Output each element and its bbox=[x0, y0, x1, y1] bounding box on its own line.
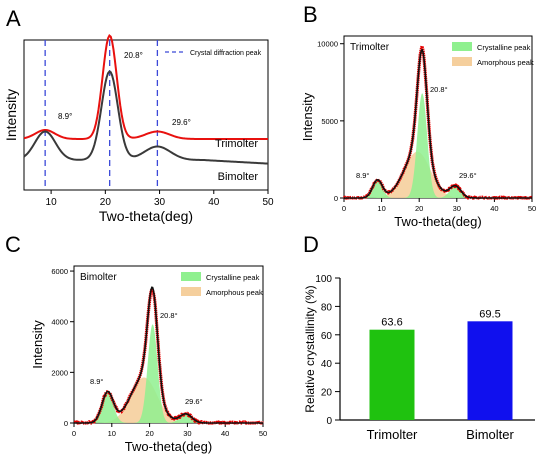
x-tick-label: 30 bbox=[154, 197, 166, 208]
y-tick-label: 6000 bbox=[51, 267, 68, 276]
y-tick-label: 60 bbox=[321, 331, 333, 342]
x-tick-label: 20 bbox=[415, 204, 423, 213]
x-tick-label: 0 bbox=[342, 204, 346, 213]
bar-trimolter bbox=[369, 329, 415, 420]
peak-annotation: 29.6° bbox=[459, 171, 477, 180]
panel-label: B bbox=[303, 2, 318, 27]
fit-line bbox=[344, 48, 532, 199]
y-axis-label: Intensity bbox=[30, 320, 45, 369]
panel-title: Trimolter bbox=[350, 42, 390, 53]
crystalline-peak-area bbox=[74, 392, 263, 423]
x-tick-label: 50 bbox=[262, 197, 274, 208]
y-tick-label: 5000 bbox=[321, 117, 338, 126]
x-axis-label: Two-theta(deg) bbox=[394, 214, 481, 229]
panel-c: C 0 10 20 30 40 50 0 2000 4000 6000 Two-theta(deg) I… bbox=[5, 232, 267, 454]
x-tick-label: 50 bbox=[528, 204, 536, 213]
fit-line bbox=[74, 286, 263, 424]
x-tick-label: 50 bbox=[259, 429, 267, 438]
y-tick-label: 10000 bbox=[317, 40, 338, 49]
y-tick-label: 0 bbox=[334, 194, 338, 203]
series-line-bimolter bbox=[23, 70, 269, 165]
legend-swatch-amorphous bbox=[181, 287, 201, 296]
x-tick-label: 0 bbox=[72, 429, 76, 438]
y-tick-label: 20 bbox=[321, 388, 333, 399]
y-tick-label: 2000 bbox=[51, 368, 68, 377]
legend-label: Crystalline peak bbox=[206, 273, 260, 282]
peak-annotation: 20.8° bbox=[160, 311, 178, 320]
y-tick-label: 100 bbox=[315, 274, 332, 285]
legend-swatch-crystalline bbox=[181, 272, 201, 281]
x-tick-label: 10 bbox=[46, 197, 58, 208]
y-tick-label: 4000 bbox=[51, 318, 68, 327]
y-tick-label: 0 bbox=[326, 416, 332, 427]
panel-label: A bbox=[6, 6, 21, 31]
plot-frame bbox=[23, 39, 269, 191]
legend-label: Amorphous peak bbox=[477, 58, 534, 67]
legend-swatch-crystalline bbox=[452, 42, 472, 51]
series-label-trimolter: Trimolter bbox=[215, 138, 258, 150]
x-tick-label: 30 bbox=[453, 204, 461, 213]
y-axis-label: Intensity bbox=[3, 89, 19, 141]
x-tick-label: 10 bbox=[377, 204, 385, 213]
peak-annotation: 29.6° bbox=[172, 118, 191, 127]
x-category-label: Bimolter bbox=[466, 427, 514, 442]
peak-annotation: 20.8° bbox=[430, 85, 448, 94]
x-axis-label: Two-theta(deg) bbox=[125, 439, 212, 454]
peak-annotation: 8.9° bbox=[90, 377, 103, 386]
panel-label: C bbox=[5, 232, 21, 257]
y-tick-label: 40 bbox=[321, 359, 333, 370]
series-line-trimolter bbox=[23, 33, 268, 140]
peak-annotation: 8.9° bbox=[58, 112, 72, 121]
panel-b: B 0 10 20 30 40 50 0 5000 10000 Two-theta(deg) Inte… bbox=[300, 2, 536, 229]
x-tick-label: 10 bbox=[108, 429, 116, 438]
bar-value-label: 69.5 bbox=[479, 308, 500, 320]
legend-label: Amorphous peak bbox=[206, 288, 263, 297]
amorphous-peak-area bbox=[344, 151, 532, 198]
x-tick-label: 40 bbox=[221, 429, 229, 438]
y-tick-label: 80 bbox=[321, 302, 333, 313]
peak-annotation: 8.9° bbox=[356, 171, 369, 180]
series-label-bimolter: Bimolter bbox=[218, 171, 259, 183]
panel-title: Bimolter bbox=[80, 272, 117, 283]
panel-a: A 10 20 30 40 50 Two-theta(deg) Intensity Trimol… bbox=[3, 6, 274, 224]
x-axis-label: Two-theta(deg) bbox=[99, 208, 193, 224]
legend-swatch-amorphous bbox=[452, 57, 472, 66]
legend-label: Crystal diffraction peak bbox=[190, 50, 262, 57]
bar-value-label: 63.6 bbox=[381, 317, 402, 329]
x-tick-label: 40 bbox=[208, 197, 220, 208]
observed-data bbox=[342, 44, 533, 200]
x-tick-label: 40 bbox=[490, 204, 498, 213]
x-tick-label: 20 bbox=[100, 197, 112, 208]
y-axis-label: Intensity bbox=[300, 92, 315, 141]
peak-annotation: 29.6° bbox=[185, 397, 203, 406]
bar-bimolter bbox=[467, 321, 513, 420]
y-axis-label: Relative crystallinity (%) bbox=[303, 285, 317, 412]
peak-annotation: 20.8° bbox=[124, 51, 143, 60]
x-category-label: Trimolter bbox=[367, 427, 418, 442]
panel-label: D bbox=[303, 232, 319, 257]
legend-label: Crystalline peak bbox=[477, 43, 531, 52]
x-tick-label: 30 bbox=[183, 429, 191, 438]
crystalline-peak-area bbox=[344, 180, 532, 198]
x-tick-label: 20 bbox=[145, 429, 153, 438]
y-tick-label: 0 bbox=[64, 419, 68, 428]
